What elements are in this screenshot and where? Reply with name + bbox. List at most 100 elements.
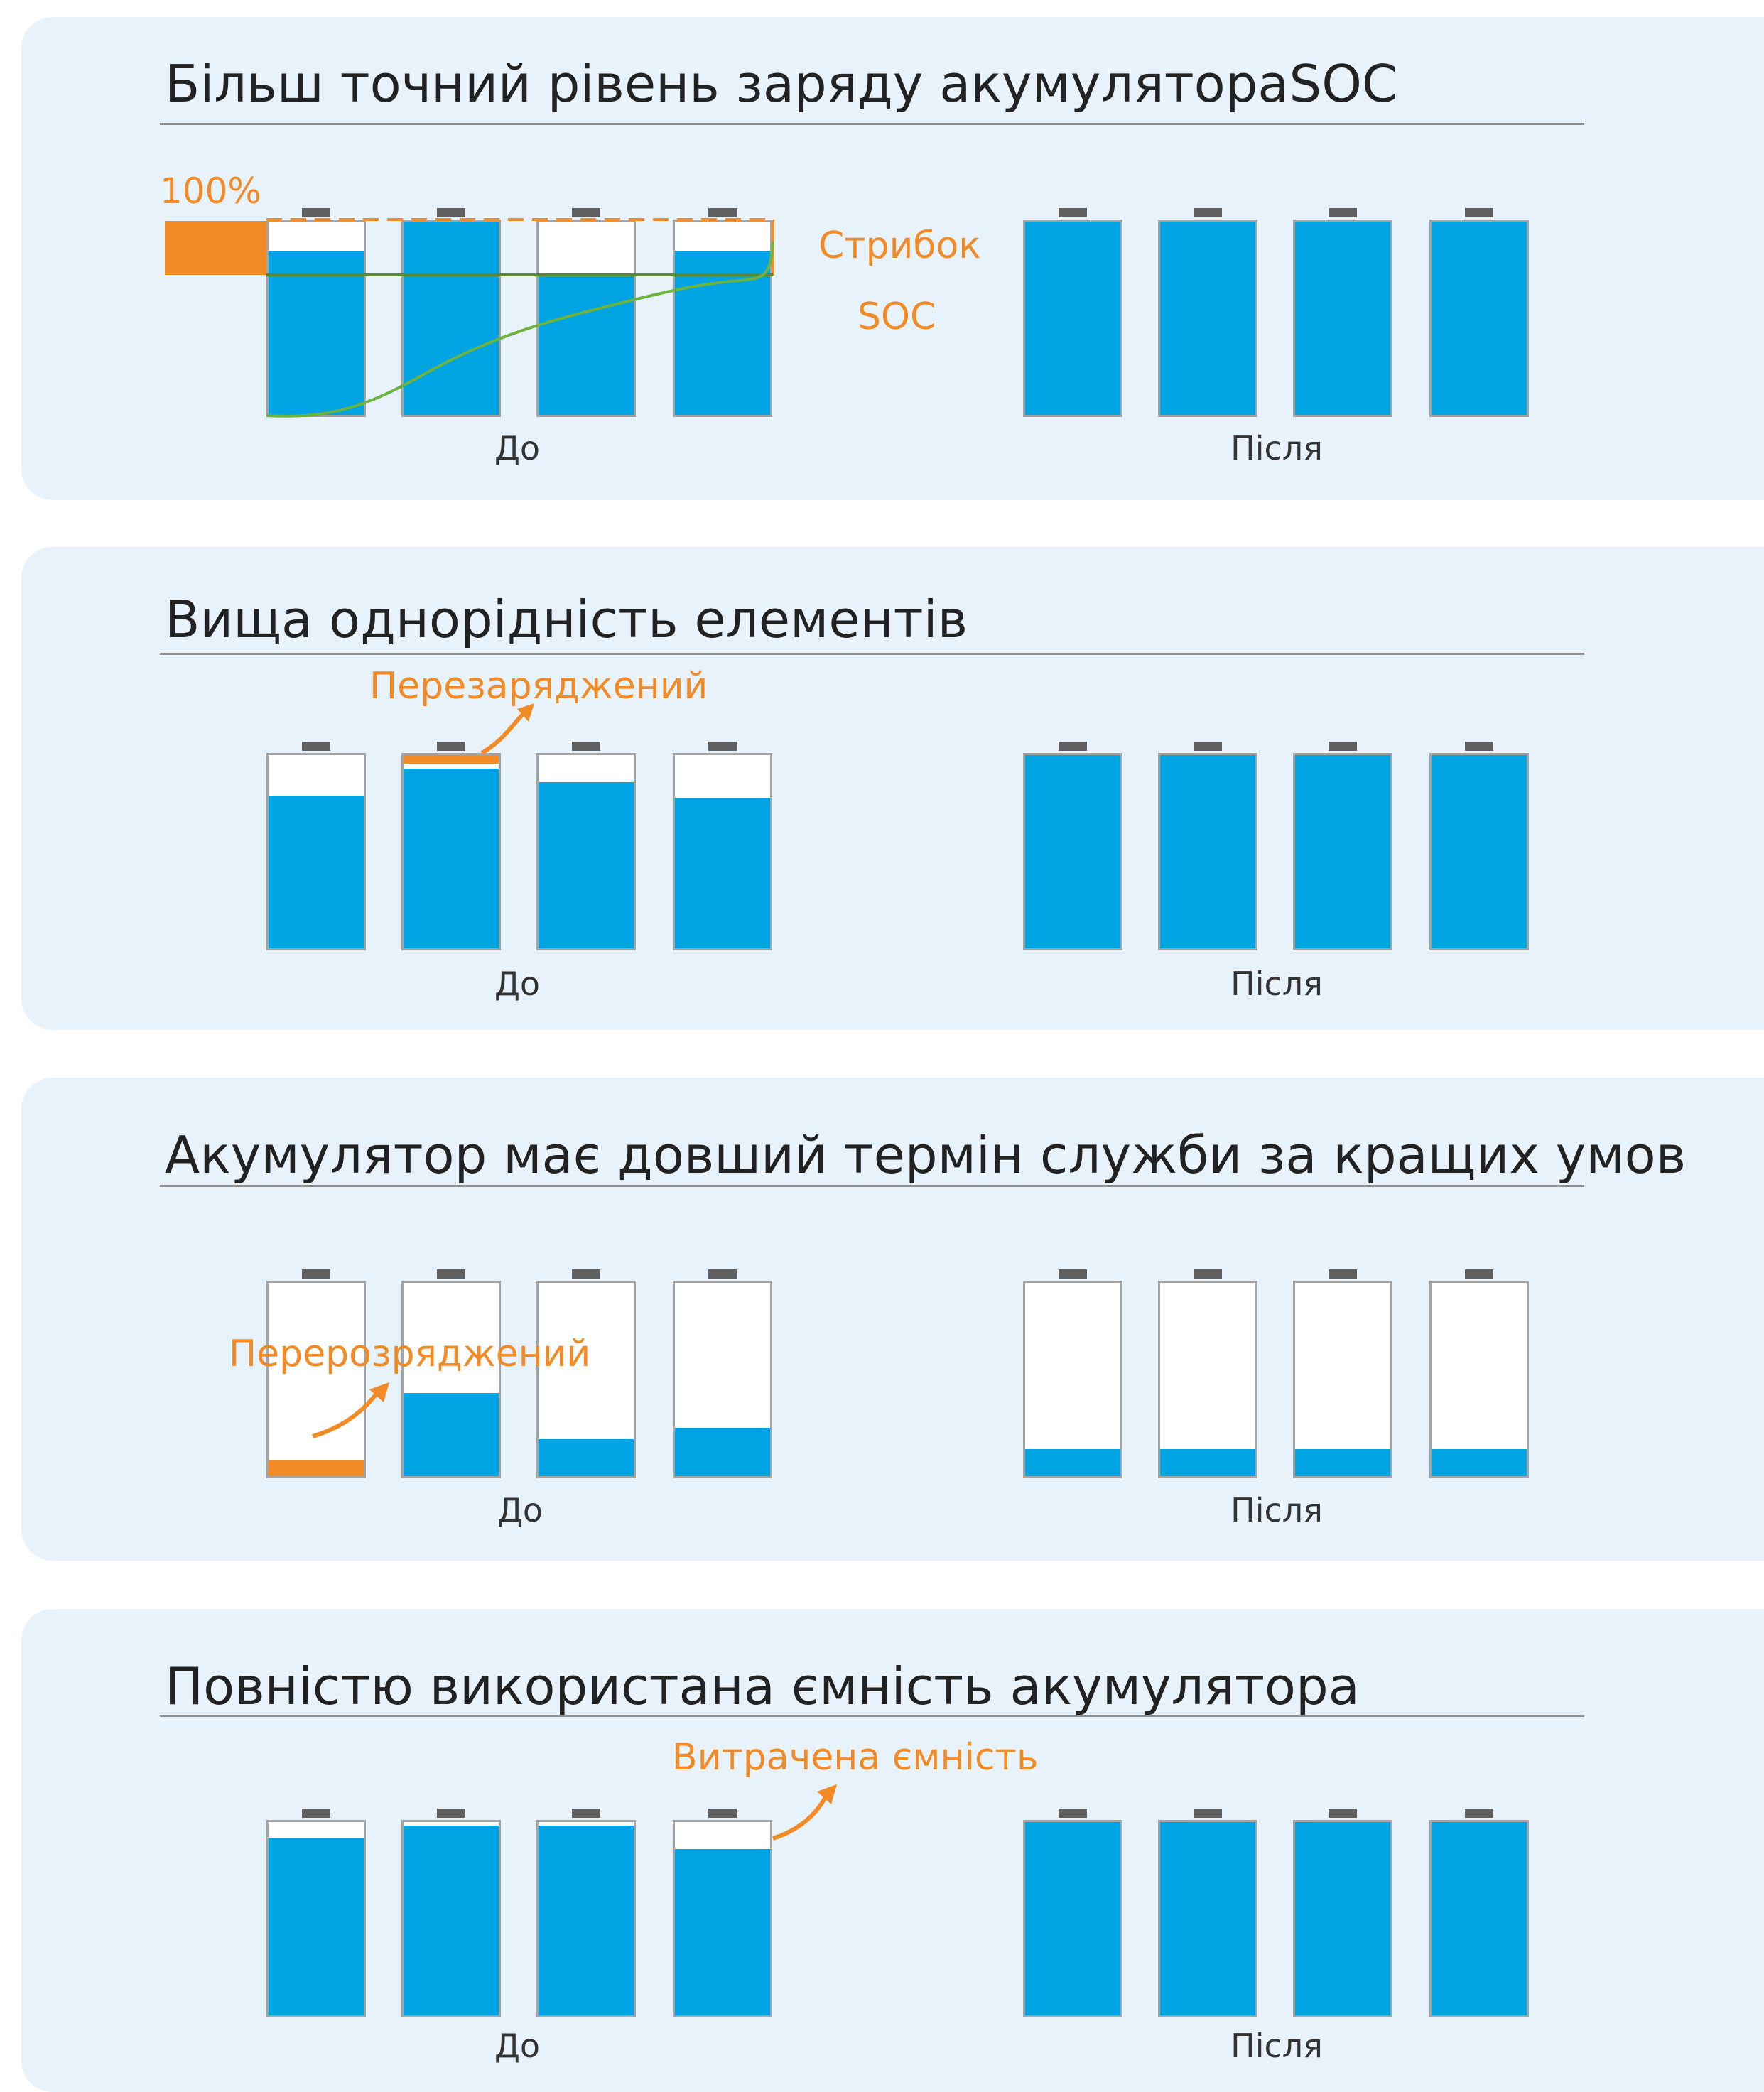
battery-after-3 <box>1293 1809 1392 2017</box>
after-label: Після <box>1230 965 1323 1003</box>
before-label: До <box>494 429 541 467</box>
title-underline <box>160 1715 1584 1717</box>
battery-terminal <box>302 1809 330 1818</box>
battery-terminal <box>572 742 600 751</box>
battery-terminal <box>572 208 600 217</box>
battery-after-3 <box>1293 1269 1392 1478</box>
battery-charge-fill <box>404 222 499 415</box>
battery-terminal <box>1329 208 1357 217</box>
title-underline <box>160 653 1584 655</box>
full-charge-marker <box>165 221 266 275</box>
section-title-lifespan: Акумулятор має довший термін служби за к… <box>165 1125 1687 1185</box>
battery-terminal <box>708 1809 737 1818</box>
battery-charge-fill <box>1432 1449 1527 1476</box>
battery-charge-fill <box>1295 755 1390 948</box>
battery-before-3 <box>536 208 636 417</box>
battery-after-2 <box>1158 742 1257 950</box>
before-label: До <box>494 2027 541 2065</box>
battery-before-4 <box>673 1269 772 1478</box>
battery-after-1 <box>1023 208 1122 417</box>
after-label: Після <box>1230 1491 1323 1529</box>
battery-charge-fill <box>539 782 634 948</box>
battery-terminal <box>708 1269 737 1279</box>
battery-terminal <box>1194 1809 1222 1818</box>
battery-terminal <box>1329 1269 1357 1279</box>
battery-terminal <box>1059 208 1087 217</box>
section-title-soc: Більш точний рівень заряду акумулятораSO… <box>165 54 1398 114</box>
battery-terminal <box>1194 742 1222 751</box>
battery-terminal <box>708 208 737 217</box>
battery-charge-fill <box>1160 1822 1255 2015</box>
battery-charge-fill <box>404 1393 499 1476</box>
battery-terminal <box>1465 1809 1493 1818</box>
battery-terminal <box>1329 742 1357 751</box>
title-underline <box>160 1185 1584 1187</box>
battery-charge-fill <box>1295 1449 1390 1476</box>
battery-after-2 <box>1158 1809 1257 2017</box>
before-label: До <box>494 965 541 1003</box>
battery-terminal <box>302 208 330 217</box>
battery-before-1 <box>266 208 366 417</box>
battery-charge-fill <box>539 1439 634 1476</box>
battery-before-2 <box>401 208 501 417</box>
after-label: Після <box>1230 2027 1323 2065</box>
battery-shell <box>1293 1281 1392 1478</box>
battery-terminal <box>1465 742 1493 751</box>
battery-terminal <box>572 1809 600 1818</box>
battery-terminal <box>302 1269 330 1279</box>
battery-shell <box>1158 1281 1257 1478</box>
section-title-uniformity: Вища однорідність елементів <box>165 590 968 649</box>
label-overdischarged: Перерозряджений <box>229 1333 591 1375</box>
label-overcharged: Перезаряджений <box>369 665 708 708</box>
battery-after-1 <box>1023 742 1122 950</box>
battery-shell <box>1429 1281 1529 1478</box>
battery-charge-fill <box>269 251 364 415</box>
battery-charge-fill <box>1160 755 1255 948</box>
battery-charge-fill <box>1025 1822 1120 2015</box>
battery-terminal <box>1194 208 1222 217</box>
battery-after-2 <box>1158 1269 1257 1478</box>
overdischarge-highlight <box>269 1460 364 1476</box>
battery-charge-fill <box>269 796 364 948</box>
battery-before-2 <box>401 1269 501 1478</box>
battery-terminal <box>437 208 465 217</box>
battery-charge-fill <box>1025 1449 1120 1476</box>
battery-charge-fill <box>1025 222 1120 415</box>
battery-charge-fill <box>1160 1449 1255 1476</box>
wasted-capacity-arrow-head <box>817 1784 837 1804</box>
battery-before-4 <box>673 742 772 950</box>
battery-after-4 <box>1429 1269 1529 1478</box>
battery-after-1 <box>1023 1269 1122 1478</box>
battery-before-4 <box>673 1809 772 2017</box>
battery-terminal <box>1059 742 1087 751</box>
before-label: До <box>497 1491 543 1529</box>
wasted-capacity-arrow <box>772 1796 828 1841</box>
battery-charge-fill <box>539 1826 634 2015</box>
battery-charge-fill <box>404 1826 499 2015</box>
battery-before-1 <box>266 1809 366 2017</box>
battery-after-4 <box>1429 208 1529 417</box>
label-soc-jump-line2: SOC <box>857 296 936 338</box>
overcharged-arrow <box>480 710 526 755</box>
battery-shell <box>266 1281 366 1478</box>
battery-charge-fill <box>1432 222 1527 415</box>
battery-terminal <box>1059 1809 1087 1818</box>
overdischarged-arrow <box>312 1392 379 1438</box>
battery-terminal <box>1465 208 1493 217</box>
battery-after-3 <box>1293 208 1392 417</box>
battery-after-1 <box>1023 1809 1122 2017</box>
battery-before-2 <box>401 1809 501 2017</box>
battery-shell <box>1023 1281 1122 1478</box>
battery-charge-fill <box>1295 222 1390 415</box>
battery-charge-fill <box>675 1428 770 1476</box>
soc-curve <box>266 241 774 418</box>
battery-before-1 <box>266 1269 366 1478</box>
battery-after-3 <box>1293 742 1392 950</box>
battery-after-2 <box>1158 208 1257 417</box>
battery-terminal <box>302 742 330 751</box>
battery-terminal <box>1465 1269 1493 1279</box>
label-wasted-capacity: Витрачена ємність <box>672 1736 1039 1779</box>
battery-before-3 <box>536 742 636 950</box>
battery-terminal <box>437 742 465 751</box>
overcharged-arrow-head <box>517 703 534 722</box>
